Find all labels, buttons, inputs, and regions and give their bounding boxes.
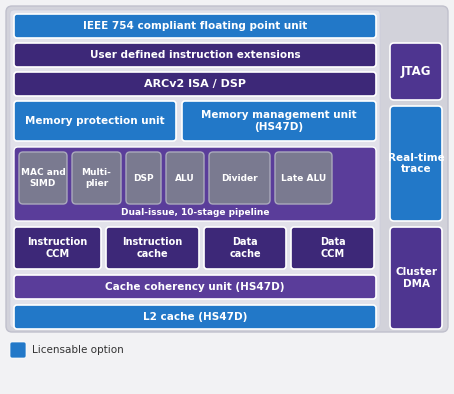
FancyBboxPatch shape [209,152,270,204]
Text: Multi-
plier: Multi- plier [82,168,111,188]
Text: ALU: ALU [175,173,195,182]
FancyBboxPatch shape [6,6,448,332]
Text: User defined instruction extensions: User defined instruction extensions [90,50,300,60]
FancyBboxPatch shape [19,152,67,204]
FancyBboxPatch shape [14,101,176,141]
Text: DSP: DSP [133,173,154,182]
FancyBboxPatch shape [204,227,286,269]
FancyBboxPatch shape [14,72,376,96]
Text: Data
CCM: Data CCM [320,237,345,259]
FancyBboxPatch shape [166,152,204,204]
FancyBboxPatch shape [390,106,442,221]
FancyBboxPatch shape [106,227,199,269]
Text: Late ALU: Late ALU [281,173,326,182]
FancyBboxPatch shape [14,227,101,269]
FancyBboxPatch shape [10,342,26,358]
Text: Cache coherency unit (HS47D): Cache coherency unit (HS47D) [105,282,285,292]
FancyBboxPatch shape [390,227,442,329]
Text: Data
cache: Data cache [229,237,261,259]
FancyBboxPatch shape [275,152,332,204]
Text: Real-time
trace: Real-time trace [388,153,444,174]
Text: JTAG: JTAG [401,65,431,78]
FancyBboxPatch shape [72,152,121,204]
FancyBboxPatch shape [14,305,376,329]
FancyBboxPatch shape [126,152,161,204]
FancyBboxPatch shape [390,43,442,100]
Text: Memory management unit
(HS47D): Memory management unit (HS47D) [201,110,357,132]
Text: L2 cache (HS47D): L2 cache (HS47D) [143,312,247,322]
FancyBboxPatch shape [14,14,376,38]
FancyBboxPatch shape [182,101,376,141]
Text: ARCv2 ISA / DSP: ARCv2 ISA / DSP [144,79,246,89]
FancyBboxPatch shape [10,10,380,328]
FancyBboxPatch shape [14,147,376,221]
FancyBboxPatch shape [14,43,376,67]
Text: MAC and
SIMD: MAC and SIMD [20,168,65,188]
Text: Licensable option: Licensable option [32,345,124,355]
Text: Instruction
cache: Instruction cache [123,237,183,259]
Text: Cluster
DMA: Cluster DMA [395,267,437,289]
Text: Instruction
CCM: Instruction CCM [27,237,88,259]
FancyBboxPatch shape [14,275,376,299]
Text: Memory protection unit: Memory protection unit [25,116,165,126]
Text: IEEE 754 compliant floating point unit: IEEE 754 compliant floating point unit [83,21,307,31]
Text: Dual-issue, 10-stage pipeline: Dual-issue, 10-stage pipeline [121,208,269,216]
FancyBboxPatch shape [291,227,374,269]
Text: Divider: Divider [221,173,258,182]
